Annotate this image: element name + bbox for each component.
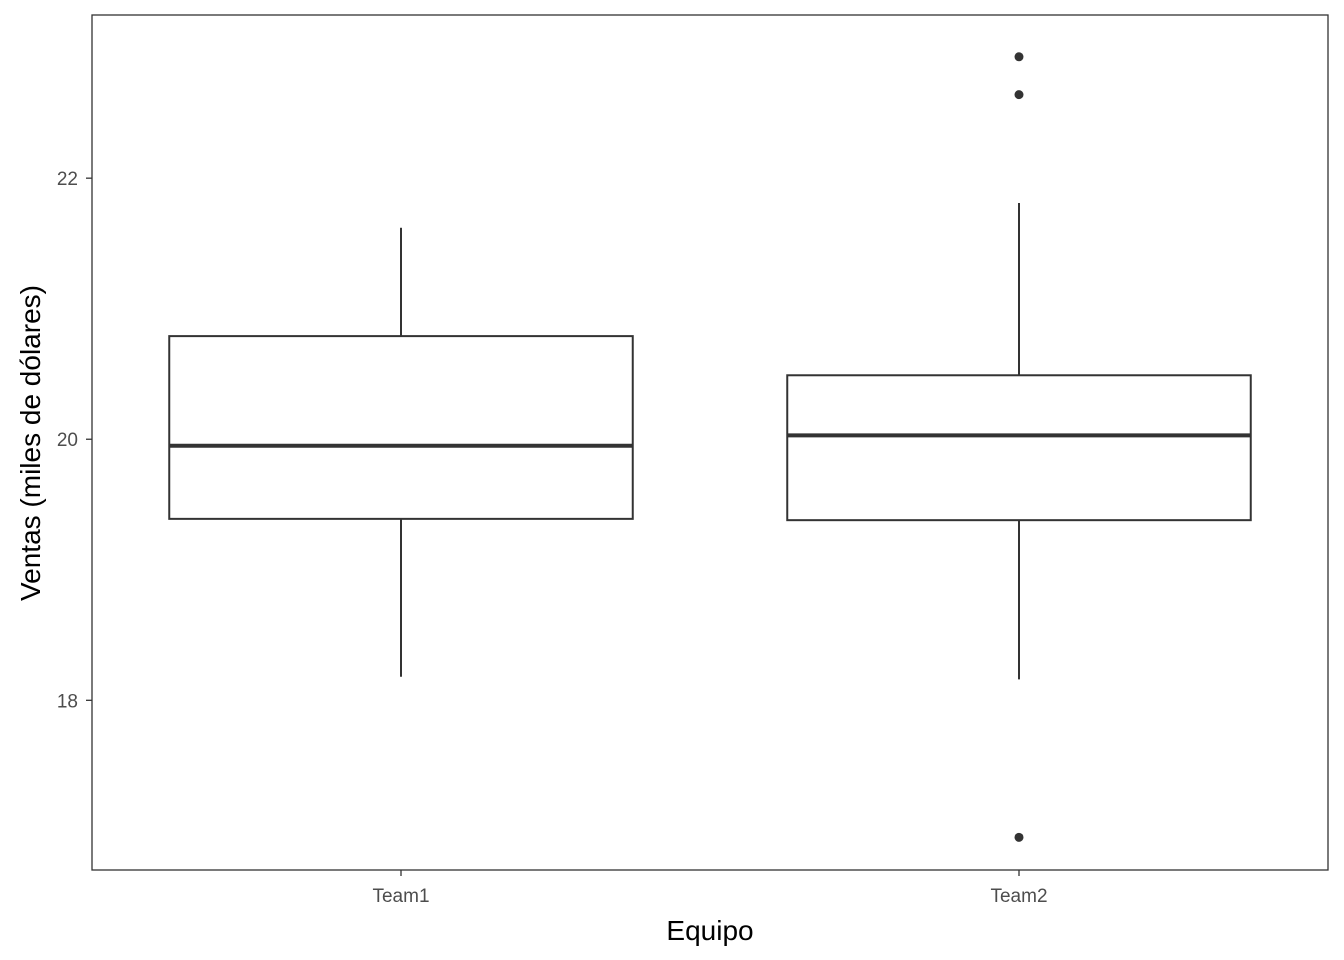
y-tick-label-22: 22 xyxy=(57,169,78,190)
box-team2 xyxy=(786,374,1252,522)
chart-axes: 18 20 22 Team1 Team2 xyxy=(57,14,1329,907)
x-tick-label-team2: Team2 xyxy=(990,886,1047,907)
y-tick-label-20: 20 xyxy=(57,430,78,451)
y-tick-label-18: 18 xyxy=(57,691,78,712)
outlier-point-team2-3 xyxy=(1014,832,1024,842)
x-tick-label-team1: Team1 xyxy=(372,886,429,907)
x-axis-title: Equipo xyxy=(666,915,753,946)
outlier-point-team2-2 xyxy=(1014,90,1024,100)
box-team1 xyxy=(168,335,634,520)
chart-marks xyxy=(168,52,1252,842)
y-axis-title: Ventas (miles de dólares) xyxy=(15,285,46,601)
outlier-point-team2-1 xyxy=(1014,52,1024,62)
panel-border xyxy=(91,14,1329,871)
